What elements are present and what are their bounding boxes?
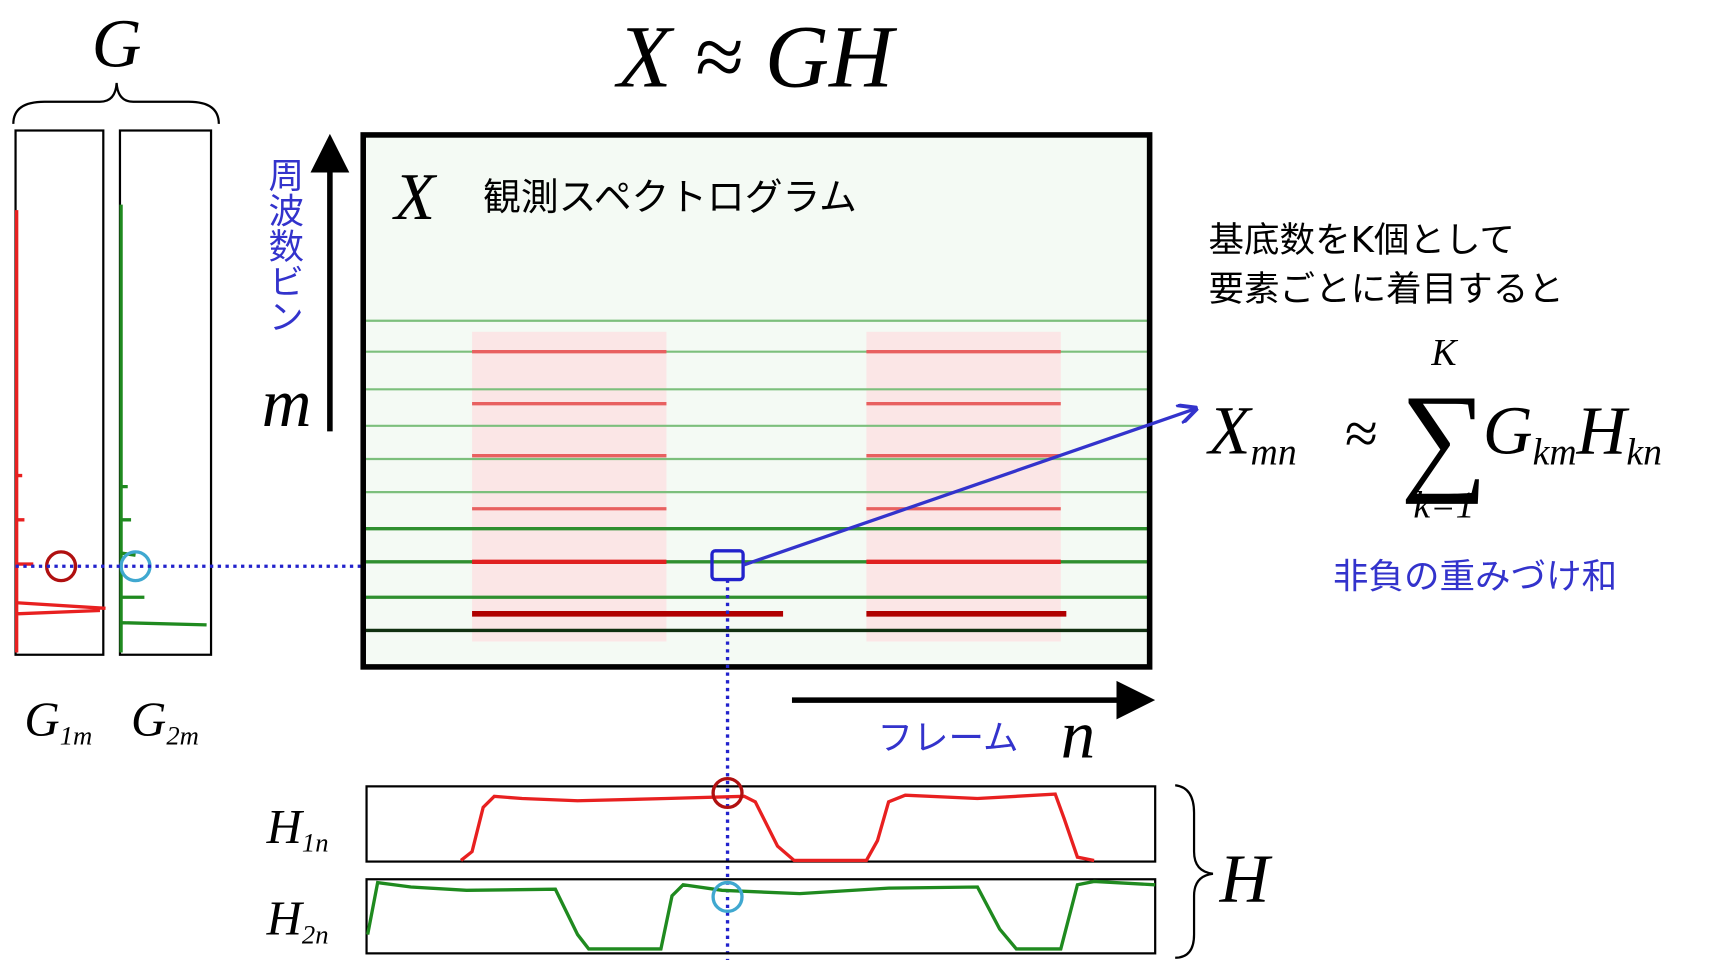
h1-label: H1n bbox=[266, 800, 329, 858]
h1-curve bbox=[461, 794, 1094, 860]
g2-sub: 2m bbox=[166, 720, 199, 750]
spectrogram-label: 観測スペクトログラム bbox=[483, 175, 857, 219]
g-label: G bbox=[92, 5, 142, 81]
g2-label: G2m bbox=[131, 693, 199, 751]
g2-box bbox=[120, 131, 211, 655]
g2-symbol: G bbox=[131, 693, 166, 747]
formula-rhs: GkmHkn bbox=[1483, 393, 1662, 474]
g1-curve bbox=[17, 210, 106, 652]
formula-g-sub: km bbox=[1533, 432, 1577, 474]
formula-h-sub: kn bbox=[1626, 432, 1662, 474]
formula-x: X bbox=[1205, 393, 1253, 469]
formula-h: H bbox=[1576, 393, 1630, 469]
formula-upper: K bbox=[1430, 332, 1458, 374]
h1-symbol: H bbox=[266, 800, 305, 854]
g-brace bbox=[13, 83, 218, 124]
h1-sub: 1n bbox=[302, 828, 329, 858]
diagram: X≈GH G G1m G2m bbox=[0, 0, 1735, 960]
red-region bbox=[472, 332, 666, 642]
freq-symbol: m bbox=[262, 365, 312, 441]
frame-symbol: n bbox=[1061, 697, 1095, 773]
h-label: H bbox=[1219, 841, 1273, 917]
formula-g: G bbox=[1483, 393, 1533, 469]
g1-sub: 1m bbox=[60, 720, 93, 750]
h2-symbol: H bbox=[266, 892, 305, 946]
h2-curve bbox=[368, 881, 1156, 948]
g1-box bbox=[16, 131, 104, 655]
frame-label: フレーム bbox=[877, 718, 1018, 759]
note-line: 要素ごとに着目すると bbox=[1209, 269, 1564, 310]
title-rhs: GH bbox=[765, 8, 897, 106]
g1-symbol: G bbox=[24, 693, 59, 747]
page: X≈GH G G1m G2m bbox=[0, 0, 1735, 960]
freq-label: 周波数ビン bbox=[263, 157, 304, 334]
h-brace bbox=[1175, 785, 1213, 958]
h2-sub: 2n bbox=[302, 919, 329, 949]
caption: 非負の重みづけ和 bbox=[1333, 556, 1617, 597]
spectrogram-symbol: X bbox=[391, 161, 437, 234]
formula-approx: ≈ bbox=[1344, 401, 1377, 467]
h2-label: H2n bbox=[266, 892, 329, 950]
g1-label: G1m bbox=[24, 693, 92, 751]
formula-lower: k=1 bbox=[1413, 485, 1474, 527]
title-approx: ≈ bbox=[694, 8, 743, 106]
formula-lhs: Xmn bbox=[1205, 393, 1296, 474]
formula-x-sub: mn bbox=[1251, 432, 1297, 474]
red-region bbox=[866, 332, 1060, 642]
h1-box bbox=[367, 786, 1156, 861]
g2-curve bbox=[121, 205, 207, 653]
title-lhs: X bbox=[614, 8, 675, 106]
note-line: 基底数をK個として bbox=[1209, 220, 1515, 261]
title: X≈GH bbox=[614, 8, 897, 106]
